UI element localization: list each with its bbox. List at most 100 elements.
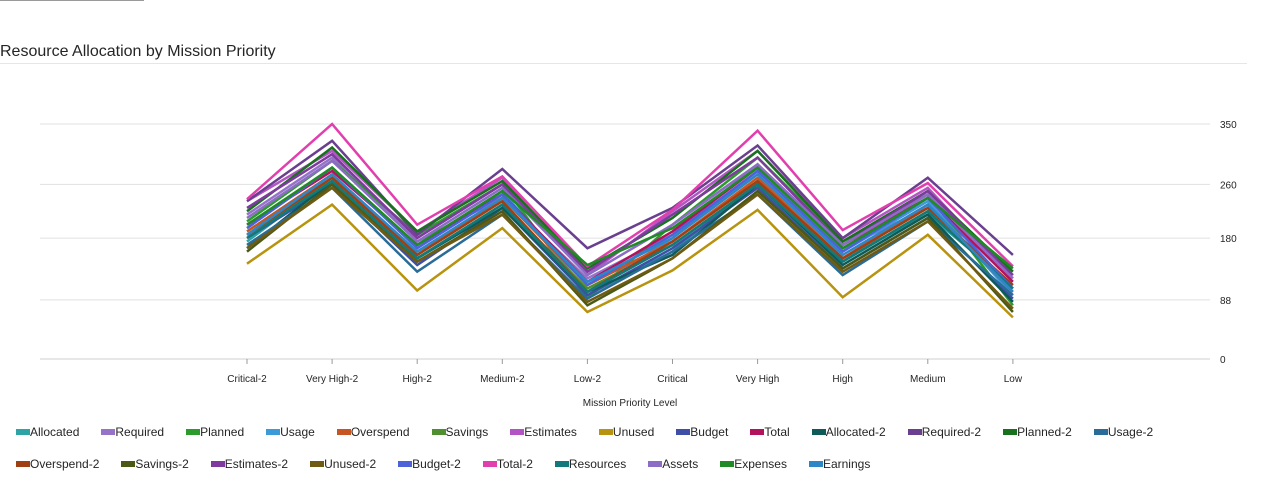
series-line-unused-2 [246,186,1014,310]
x-tick-label: Very High [736,374,779,385]
legend-label: Usage [280,425,315,439]
y-tick-label: 350 [1220,120,1237,131]
legend-item-required[interactable]: Required [101,423,164,441]
legend-label: Assets [662,457,699,471]
legend-label: Allocated-2 [825,425,886,439]
legend-swatch [266,429,281,435]
legend-label: Overspend [350,425,410,439]
x-axis-title: Mission Priority Level [583,398,677,409]
legend-item-usage-2[interactable]: Usage-2 [1093,423,1154,441]
y-tick-label: 180 [1220,234,1237,245]
legend-label: Estimates [524,425,577,439]
x-tick-label: Medium-2 [480,374,525,385]
y-tick-label: 88 [1220,296,1232,307]
title-divider [0,63,1247,64]
legend-swatch [1093,429,1108,435]
series-line-usage-2 [246,186,1014,301]
legend-item-unused[interactable]: Unused [598,423,655,441]
legend-item-total-2[interactable]: Total-2 [482,455,533,473]
legend-swatch [720,461,735,467]
legend-label: Planned-2 [1017,425,1072,439]
legend-row: Allocated Required Planned Usage Overspend Sa… [16,423,1196,473]
legend-label: Unused-2 [324,457,377,471]
legend-label: Savings-2 [135,457,189,471]
legend-swatch [431,429,446,435]
legend-item-expenses[interactable]: Expenses [720,455,787,473]
x-tick-label: Low [1004,374,1023,385]
x-tick-label: Critical-2 [227,374,267,385]
series-line-savings-2 [246,182,1014,313]
legend-label: Earnings [822,457,871,471]
legend-label: Usage-2 [1107,425,1154,439]
series-line-estimates-2 [246,152,1014,276]
legend-swatch [101,429,116,435]
legend-swatch [676,429,691,435]
legend-label: Total [764,425,790,439]
legend-item-savings-2[interactable]: Savings-2 [121,455,189,473]
chart-legend: Allocated Required Planned Usage Overspend Sa… [16,423,1196,473]
legend-swatch [398,461,413,467]
legend-item-unused-2[interactable]: Unused-2 [310,455,376,473]
legend-swatch [808,461,823,467]
legend-item-earnings[interactable]: Earnings [808,455,871,473]
legend-item-assets[interactable]: Assets [648,455,698,473]
legend-label: Expenses [734,457,787,471]
legend-item-total[interactable]: Total [750,423,790,441]
legend-label: Budget [690,425,729,439]
legend-label: Required-2 [921,425,982,439]
legend-item-resources[interactable]: Resources [554,455,627,473]
legend-swatch [750,429,765,435]
legend-swatch [210,461,225,467]
legend-label: Overspend-2 [30,457,100,471]
chart-title: Resource Allocation by Mission Priority [0,43,276,60]
legend-item-required-2[interactable]: Required-2 [907,423,982,441]
legend-label: Required [115,425,165,439]
legend-swatch [1003,429,1018,435]
legend-swatch [907,429,922,435]
x-tick-label: Medium [910,374,946,385]
legend-swatch [510,429,525,435]
legend-item-allocated[interactable]: Allocated [16,423,79,441]
legend-item-overspend[interactable]: Overspend [336,423,410,441]
series-line-assets [246,159,1014,280]
x-tick-label: Low-2 [574,374,602,385]
legend-item-budget-2[interactable]: Budget-2 [398,455,461,473]
series-line-total-2 [246,122,1014,268]
legend-swatch [648,461,663,467]
legend-swatch [598,429,613,435]
x-tick-label: High [832,374,853,385]
series-line-unused [246,202,1014,319]
legend-swatch [336,429,351,435]
legend-item-budget[interactable]: Budget [676,423,728,441]
legend-swatch [16,461,30,467]
legend-swatch [186,429,201,435]
legend-item-estimates[interactable]: Estimates [510,423,577,441]
legend-item-overspend-2[interactable]: Overspend-2 [16,455,99,473]
series-line-earnings [246,172,1014,293]
legend-label: Unused [612,425,655,439]
legend-swatch [811,429,826,435]
series-line-resources [246,179,1014,294]
legend-item-planned[interactable]: Planned [186,423,244,441]
legend-item-savings[interactable]: Savings [431,423,488,441]
legend-swatch [554,461,569,467]
legend-swatch [482,461,497,467]
series-line-expenses [246,165,1014,270]
legend-swatch [310,461,325,467]
legend-label: Total-2 [496,457,533,471]
legend-swatch [121,461,136,467]
legend-item-allocated-2[interactable]: Allocated-2 [811,423,886,441]
legend-label: Estimates-2 [224,457,289,471]
legend-item-estimates-2[interactable]: Estimates-2 [210,455,289,473]
legend-item-planned-2[interactable]: Planned-2 [1003,423,1072,441]
x-tick-label: High-2 [402,374,432,385]
y-tick-label: 260 [1220,180,1237,191]
legend-label: Budget-2 [412,457,461,471]
legend-label: Resources [568,457,627,471]
y-tick-label: 0 [1220,355,1226,366]
legend-label: Planned [200,425,245,439]
legend-label: Allocated [30,425,80,439]
x-tick-label: Critical [657,374,688,385]
legend-item-usage[interactable]: Usage [266,423,315,441]
line-chart: 0 88 180 260 350 Critical-2 Very High-2 High-2 M… [40,120,1237,409]
